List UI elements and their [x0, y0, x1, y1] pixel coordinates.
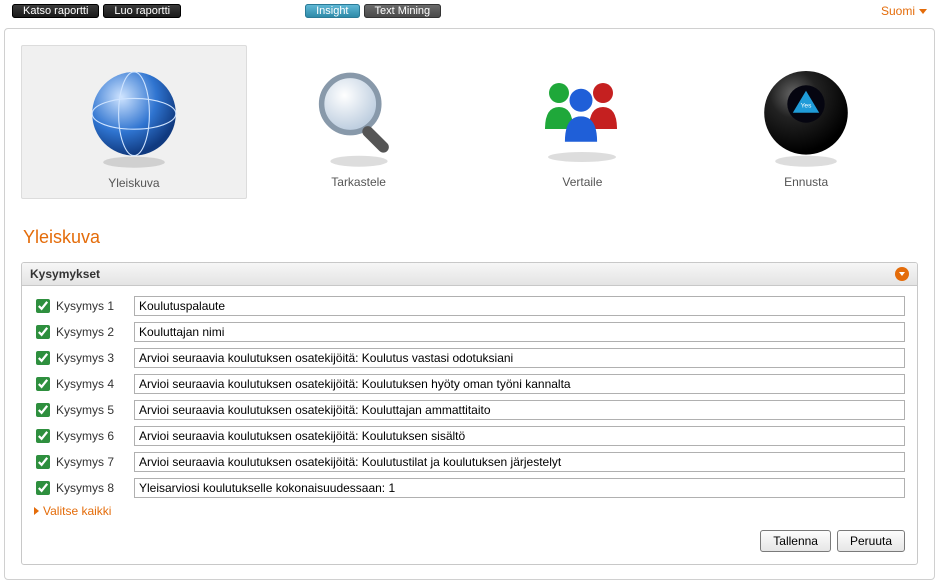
questions-box-body: Kysymys 1 Kysymys 2 Kysymys 3 Kysymys 4 …	[22, 286, 917, 564]
mode-label: Tarkastele	[251, 175, 467, 189]
question-row: Kysymys 8	[34, 478, 905, 498]
chevron-down-icon	[919, 9, 927, 14]
question-label: Kysymys 6	[56, 429, 134, 443]
question-label: Kysymys 7	[56, 455, 134, 469]
question-field[interactable]	[134, 348, 905, 368]
question-label: Kysymys 8	[56, 481, 134, 495]
svg-text:Yes: Yes	[801, 102, 812, 109]
mode-label: Ennusta	[698, 175, 914, 189]
tab-text-mining[interactable]: Text Mining	[364, 4, 442, 18]
save-button[interactable]: Tallenna	[760, 530, 831, 552]
question-field[interactable]	[134, 296, 905, 316]
question-checkbox[interactable]	[36, 325, 50, 339]
question-row: Kysymys 1	[34, 296, 905, 316]
mode-label: Vertaile	[475, 175, 691, 189]
question-row: Kysymys 3	[34, 348, 905, 368]
language-label: Suomi	[881, 4, 915, 18]
question-row: Kysymys 4	[34, 374, 905, 394]
question-checkbox[interactable]	[36, 429, 50, 443]
section-title: Yleiskuva	[23, 227, 918, 248]
question-field[interactable]	[134, 400, 905, 420]
question-field[interactable]	[134, 452, 905, 472]
ennusta-icon: Yes	[698, 55, 914, 175]
question-label: Kysymys 5	[56, 403, 134, 417]
arrow-right-icon	[34, 507, 39, 515]
mode-row: Yleiskuva Tarkastele Vertaile	[21, 45, 918, 199]
cancel-button[interactable]: Peruuta	[837, 530, 905, 552]
question-field[interactable]	[134, 426, 905, 446]
mode-vertaile[interactable]: Vertaile	[471, 45, 695, 199]
tarkastele-icon	[251, 55, 467, 175]
topbar: Katso raportti Luo raportti Insight Text M…	[0, 0, 939, 22]
questions-box: Kysymykset Kysymys 1 Kysymys 2 Kysymys 3…	[21, 262, 918, 565]
question-checkbox[interactable]	[36, 481, 50, 495]
questions-box-title: Kysymykset	[30, 267, 100, 281]
tab-katso-raportti[interactable]: Katso raportti	[12, 4, 99, 18]
question-field[interactable]	[134, 478, 905, 498]
yleiskuva-icon	[26, 56, 242, 176]
question-row: Kysymys 5	[34, 400, 905, 420]
tab-luo-raportti[interactable]: Luo raportti	[103, 4, 181, 18]
select-all-label: Valitse kaikki	[43, 504, 111, 518]
questions-box-header: Kysymykset	[22, 263, 917, 286]
question-label: Kysymys 3	[56, 351, 134, 365]
vertaile-icon	[475, 55, 691, 175]
question-row: Kysymys 6	[34, 426, 905, 446]
question-field[interactable]	[134, 374, 905, 394]
mode-tarkastele[interactable]: Tarkastele	[247, 45, 471, 199]
language-selector[interactable]: Suomi	[881, 4, 927, 18]
question-row: Kysymys 2	[34, 322, 905, 342]
actions-row: Tallenna Peruuta	[34, 530, 905, 552]
question-row: Kysymys 7	[34, 452, 905, 472]
question-label: Kysymys 1	[56, 299, 134, 313]
question-checkbox[interactable]	[36, 377, 50, 391]
question-field[interactable]	[134, 322, 905, 342]
main-panel: Yleiskuva Tarkastele Vertaile	[4, 28, 935, 580]
question-label: Kysymys 4	[56, 377, 134, 391]
select-all-link[interactable]: Valitse kaikki	[34, 504, 905, 518]
mode-yleiskuva[interactable]: Yleiskuva	[21, 45, 247, 199]
mode-ennusta[interactable]: Yes Ennusta	[694, 45, 918, 199]
tab-insight[interactable]: Insight	[305, 4, 359, 18]
question-checkbox[interactable]	[36, 299, 50, 313]
mode-label: Yleiskuva	[26, 176, 242, 190]
question-checkbox[interactable]	[36, 351, 50, 365]
collapse-icon[interactable]	[895, 267, 909, 281]
question-checkbox[interactable]	[36, 403, 50, 417]
question-label: Kysymys 2	[56, 325, 134, 339]
question-checkbox[interactable]	[36, 455, 50, 469]
